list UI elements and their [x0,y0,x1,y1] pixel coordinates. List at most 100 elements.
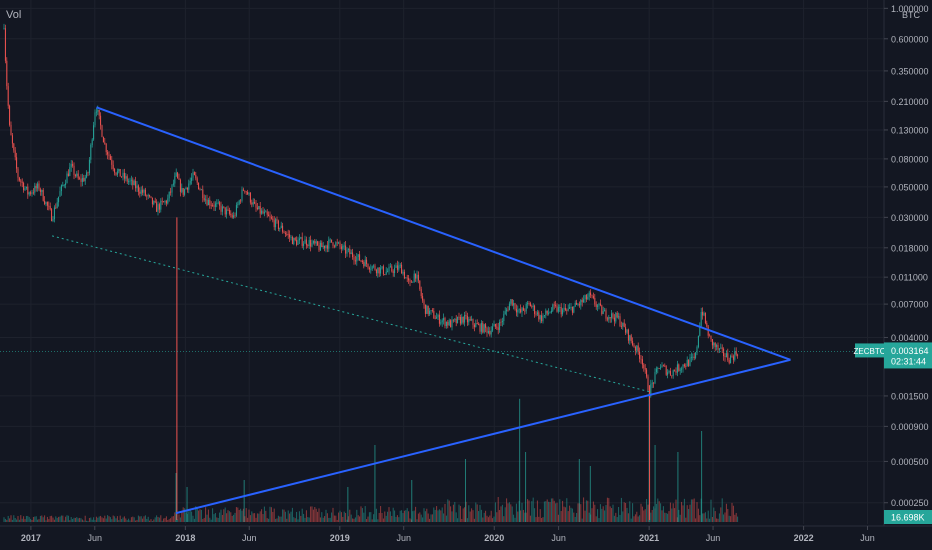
candle-body [73,165,75,175]
candle-body [329,239,331,241]
candle-body [595,304,597,307]
volume-bar [695,518,697,522]
time-axis[interactable]: 2017 Jun 2018 Jun 2019 Jun 2020 Jun 2021 Jun 2022 J… [21,526,875,543]
candle-body [368,267,370,270]
volume-bar [669,502,671,522]
price-axis[interactable]: 1.000000 0.600000 0.350000 0.210000 0.130000… [884,4,929,508]
volume-bar [142,518,144,522]
candle-body [583,299,585,303]
candle-body [647,376,649,391]
candle-body [503,314,505,322]
volume-bar [557,514,559,522]
volume-bar [566,498,568,522]
volume-bar [671,508,673,522]
upper-trendline[interactable] [96,106,791,361]
candle-body [304,239,306,244]
volume-bar [382,518,384,522]
candle-body [511,299,513,306]
volume-bar [394,510,396,522]
volume-bar [480,509,482,522]
candle-body [465,314,467,316]
candle-body [479,324,481,332]
volume-bar [517,511,519,522]
candle-body [175,172,177,177]
volume-bar [731,502,733,522]
candle-body [723,348,725,357]
lower-trendline[interactable] [175,358,791,515]
volume-bar [734,514,736,522]
volume-bar [121,519,123,522]
candle-body [273,220,275,228]
candle-body [725,353,727,358]
volume-bar [342,516,344,522]
candle-body [107,152,109,155]
candle-body [681,368,683,370]
candle-body [205,199,207,201]
candle-body [130,179,132,181]
volume-bar [539,509,541,522]
volume-bar [667,513,669,522]
volume-bar [385,515,387,522]
candle-body [406,277,408,279]
candle-body [641,359,643,365]
candle-body [79,178,81,180]
candle-body [409,280,411,282]
volume-bar [282,509,284,522]
volume-bar [256,513,258,522]
dotted-trendline[interactable] [51,235,651,393]
volume-bar [514,517,516,522]
volume-bar [300,515,302,522]
volume-bar [139,516,141,522]
candle-body [366,259,368,264]
volume-bar [255,517,257,522]
candle-body [706,323,708,327]
trendline-drawings[interactable] [51,106,791,515]
candle-body [536,312,538,315]
volume-bar [307,517,309,522]
volume-bar [688,508,690,522]
price-scale-panel[interactable] [884,0,932,526]
candle-body [318,245,320,251]
candle-body [618,316,620,318]
volume-bar [34,516,36,522]
candle-body [177,172,179,179]
time-scale-panel[interactable] [0,526,932,550]
volume-bar [552,498,554,522]
volume-bar [472,510,474,522]
volume-bar [629,501,631,522]
volume-bar [221,514,223,522]
volume-bar [412,511,414,522]
volume-bar [126,520,128,522]
volume-bar [626,507,628,522]
candle-body [93,125,95,140]
volume-bar [462,508,464,522]
candle-body [231,215,233,218]
candle-body [552,304,554,311]
volume-bar [66,515,68,522]
volume-bar [574,516,576,522]
candle-body [381,266,383,269]
volume-bar [181,512,183,522]
candle-body [104,142,106,144]
volume-bar [464,507,466,522]
y-tick-label: 0.210000 [891,97,929,107]
candle-body [679,369,681,371]
candle-body [354,260,356,262]
candle-body [359,254,361,261]
volume-bar [249,515,251,522]
volume-bar [32,516,34,522]
volume-bar [506,498,508,522]
candle-body [492,326,494,331]
volume-bar [451,511,453,522]
candle-body [210,205,212,207]
candle-body [331,239,333,243]
volume-bar [469,511,471,522]
candle-body [88,159,90,173]
volume-bar [335,515,337,522]
volume-bar [569,505,571,522]
candle-body [128,181,130,183]
volume-bar [592,501,594,522]
volume-bar [318,508,320,522]
candle-body [699,325,701,336]
volume-bar [252,513,254,522]
